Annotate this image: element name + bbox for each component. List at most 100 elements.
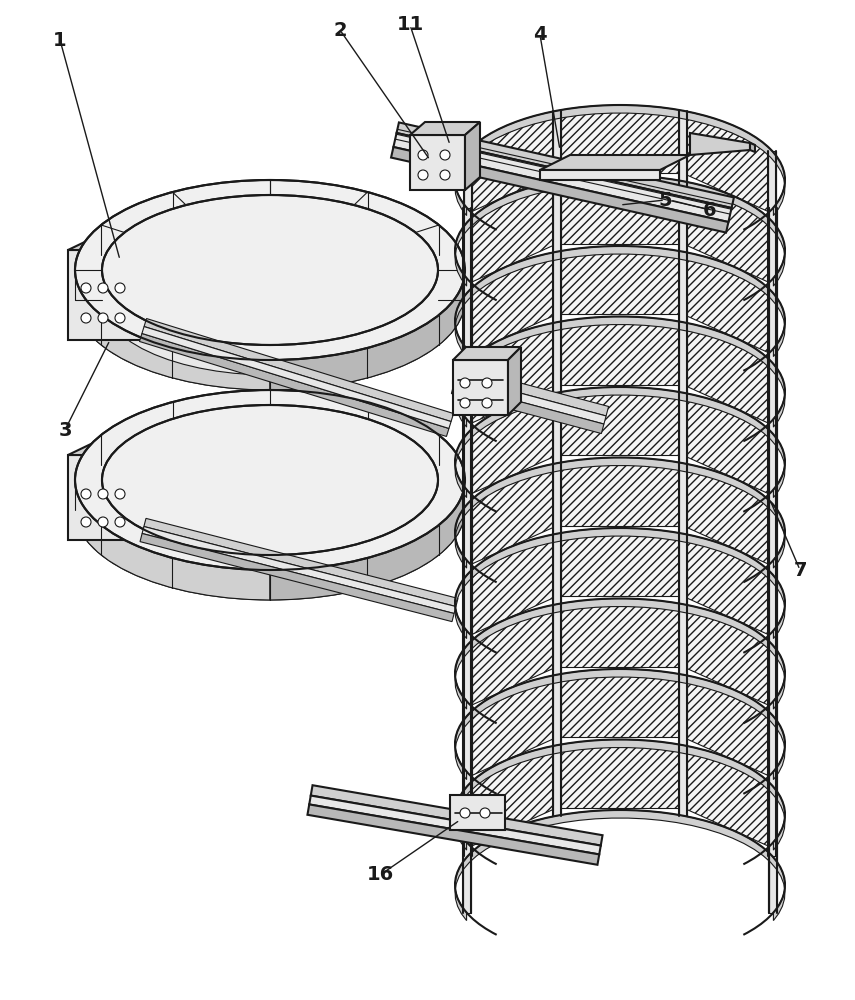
Polygon shape xyxy=(682,252,772,354)
Text: 6: 6 xyxy=(703,200,716,220)
Polygon shape xyxy=(467,433,469,552)
Polygon shape xyxy=(682,534,772,636)
Text: 16: 16 xyxy=(367,865,393,884)
Circle shape xyxy=(98,283,108,293)
Polygon shape xyxy=(310,796,601,854)
Polygon shape xyxy=(455,669,785,780)
Polygon shape xyxy=(772,362,774,482)
Polygon shape xyxy=(455,317,785,427)
Polygon shape xyxy=(454,376,606,424)
Polygon shape xyxy=(451,384,604,434)
Polygon shape xyxy=(772,292,774,411)
Circle shape xyxy=(81,313,91,323)
Polygon shape xyxy=(450,795,505,830)
Polygon shape xyxy=(682,675,772,777)
Polygon shape xyxy=(469,393,557,495)
Circle shape xyxy=(460,808,470,818)
Polygon shape xyxy=(557,534,682,596)
Polygon shape xyxy=(143,238,168,340)
Polygon shape xyxy=(557,181,682,244)
Polygon shape xyxy=(772,151,774,270)
Polygon shape xyxy=(142,327,451,428)
Polygon shape xyxy=(469,534,557,636)
Polygon shape xyxy=(557,604,682,667)
Polygon shape xyxy=(557,745,682,808)
Polygon shape xyxy=(682,604,772,707)
Polygon shape xyxy=(770,208,777,913)
Polygon shape xyxy=(467,221,469,341)
Polygon shape xyxy=(467,785,469,905)
Polygon shape xyxy=(772,644,774,764)
Polygon shape xyxy=(139,333,449,436)
Polygon shape xyxy=(469,111,557,213)
Polygon shape xyxy=(75,180,270,390)
Polygon shape xyxy=(455,599,785,709)
Circle shape xyxy=(418,150,428,160)
Circle shape xyxy=(81,489,91,499)
Polygon shape xyxy=(469,675,557,777)
Polygon shape xyxy=(682,181,772,284)
Polygon shape xyxy=(553,111,562,816)
Ellipse shape xyxy=(75,180,465,360)
Circle shape xyxy=(98,313,108,323)
Polygon shape xyxy=(469,322,557,425)
Circle shape xyxy=(482,378,492,388)
Circle shape xyxy=(480,808,490,818)
Polygon shape xyxy=(557,675,682,737)
Polygon shape xyxy=(557,322,682,385)
Polygon shape xyxy=(464,151,472,856)
Polygon shape xyxy=(540,155,690,170)
Polygon shape xyxy=(456,366,609,416)
Polygon shape xyxy=(393,133,732,222)
Polygon shape xyxy=(682,745,772,848)
Circle shape xyxy=(115,313,125,323)
Polygon shape xyxy=(397,122,734,208)
Polygon shape xyxy=(469,252,557,354)
Polygon shape xyxy=(467,292,469,411)
Polygon shape xyxy=(772,785,774,905)
Polygon shape xyxy=(144,319,453,422)
Polygon shape xyxy=(557,393,682,455)
Polygon shape xyxy=(772,433,774,552)
Polygon shape xyxy=(467,503,469,623)
Circle shape xyxy=(440,170,450,180)
Polygon shape xyxy=(410,135,465,190)
Polygon shape xyxy=(310,785,603,846)
Polygon shape xyxy=(75,390,270,600)
Polygon shape xyxy=(469,745,557,848)
Polygon shape xyxy=(455,387,785,498)
Polygon shape xyxy=(270,390,465,600)
Text: 2: 2 xyxy=(333,20,347,39)
Polygon shape xyxy=(467,362,469,482)
Polygon shape xyxy=(682,111,772,213)
Polygon shape xyxy=(455,246,785,357)
Polygon shape xyxy=(144,518,458,607)
Circle shape xyxy=(115,517,125,527)
Text: 3: 3 xyxy=(58,420,72,440)
Polygon shape xyxy=(467,644,469,764)
Polygon shape xyxy=(455,740,785,850)
Text: 1: 1 xyxy=(53,30,67,49)
Polygon shape xyxy=(68,250,143,340)
Circle shape xyxy=(460,378,470,388)
Polygon shape xyxy=(508,347,521,415)
Polygon shape xyxy=(768,151,775,856)
Polygon shape xyxy=(772,574,774,693)
Circle shape xyxy=(81,283,91,293)
Polygon shape xyxy=(410,122,480,135)
Polygon shape xyxy=(455,528,785,639)
Ellipse shape xyxy=(102,405,438,555)
Polygon shape xyxy=(750,143,755,152)
Polygon shape xyxy=(469,604,557,707)
Ellipse shape xyxy=(75,390,465,570)
Polygon shape xyxy=(679,111,687,816)
Text: 5: 5 xyxy=(658,190,672,210)
Polygon shape xyxy=(308,804,599,865)
Circle shape xyxy=(482,398,492,408)
Polygon shape xyxy=(455,105,785,216)
Polygon shape xyxy=(469,181,557,284)
Polygon shape xyxy=(455,458,785,568)
Polygon shape xyxy=(140,533,454,622)
Polygon shape xyxy=(772,503,774,623)
Circle shape xyxy=(115,489,125,499)
